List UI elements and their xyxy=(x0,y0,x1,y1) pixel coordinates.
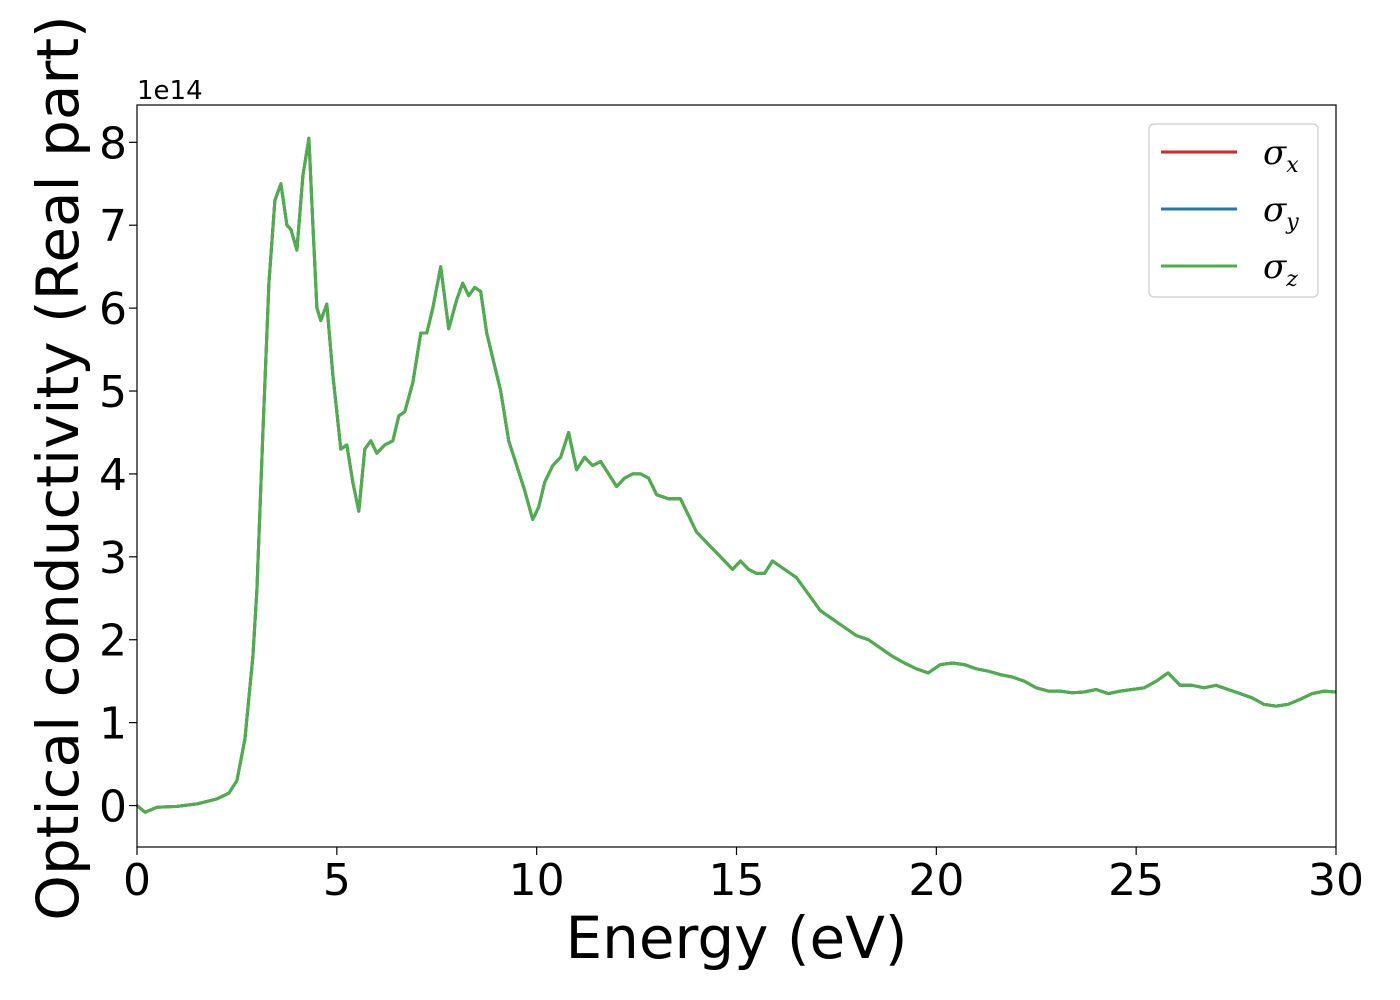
y-offset-label: 1e14 xyxy=(137,76,203,106)
x-tick-label: 15 xyxy=(709,855,765,906)
y-tick-label: 2 xyxy=(99,616,127,667)
y-tick-label: 7 xyxy=(99,201,127,252)
x-tick-label: 10 xyxy=(509,855,565,906)
legend-label-y: σy xyxy=(1263,190,1299,235)
x-tick-label: 20 xyxy=(908,855,964,906)
legend: σx σy σz xyxy=(1148,123,1319,298)
x-tick-label: 5 xyxy=(323,855,351,906)
y-tick-label: 0 xyxy=(99,782,127,833)
y-tick-label: 5 xyxy=(99,367,127,418)
y-tick-label: 4 xyxy=(99,450,127,501)
y-axis-title: Optical conductivity (Real part) xyxy=(24,15,92,920)
y-tick-label: 8 xyxy=(99,118,127,169)
legend-label-x: σx xyxy=(1263,133,1299,178)
plot-area xyxy=(136,136,1337,814)
series-line-z xyxy=(136,136,1337,814)
x-axis-title: Energy (eV) xyxy=(565,904,907,972)
y-tick-label: 6 xyxy=(99,284,127,335)
plot-frame xyxy=(136,104,1337,848)
y-tick-label: 3 xyxy=(99,533,127,584)
x-axis-ticks: 0 5 10 15 20 25 30 xyxy=(123,847,1364,906)
y-tick-label: 1 xyxy=(99,699,127,750)
x-tick-label: 30 xyxy=(1308,855,1364,906)
legend-label-z: σz xyxy=(1263,247,1298,292)
y-axis-ticks: 0 1 2 3 4 5 6 7 8 xyxy=(99,118,137,833)
x-tick-label: 25 xyxy=(1108,855,1164,906)
x-tick-label: 0 xyxy=(123,855,151,906)
